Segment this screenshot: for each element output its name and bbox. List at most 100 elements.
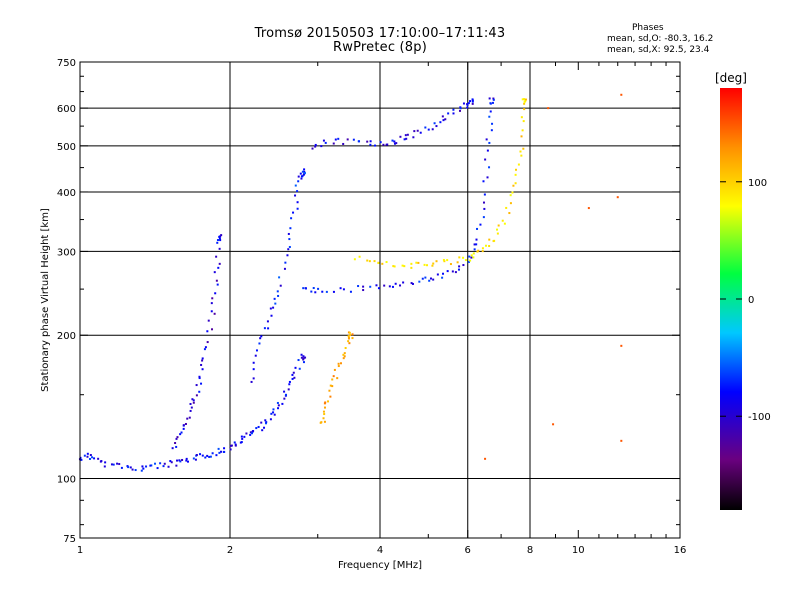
data-point — [485, 244, 488, 247]
data-point — [287, 248, 290, 251]
data-point — [399, 135, 402, 138]
data-point — [488, 166, 491, 169]
data-point — [402, 281, 405, 284]
data-point — [216, 239, 219, 242]
data-point — [207, 319, 210, 322]
data-point — [412, 136, 415, 139]
data-point — [181, 458, 184, 461]
y-tick-label: 100 — [57, 475, 76, 486]
data-point — [292, 211, 295, 214]
data-point — [479, 223, 482, 226]
data-point — [176, 459, 179, 462]
data-point — [127, 466, 130, 469]
data-point — [328, 389, 331, 392]
data-point — [377, 287, 380, 290]
data-point — [620, 93, 623, 96]
data-point — [393, 140, 396, 143]
data-point — [190, 406, 193, 409]
data-point — [457, 268, 460, 271]
data-point — [329, 384, 332, 387]
data-point — [454, 271, 457, 274]
data-point — [219, 239, 222, 242]
data-point — [488, 238, 491, 241]
data-point — [284, 261, 287, 264]
data-point — [218, 451, 221, 454]
data-point — [456, 261, 459, 264]
data-point — [439, 121, 442, 124]
data-point — [302, 361, 305, 364]
data-point — [250, 380, 253, 383]
data-point — [131, 468, 134, 471]
data-point — [296, 201, 299, 204]
x-tick-label: 8 — [527, 545, 533, 556]
data-point — [343, 355, 346, 358]
data-point — [481, 250, 484, 253]
data-point — [175, 437, 178, 440]
data-point — [254, 354, 257, 357]
data-point — [287, 232, 290, 235]
data-point — [337, 362, 340, 365]
data-point — [297, 359, 300, 362]
colorbar-label: [deg] — [715, 71, 747, 85]
data-point — [281, 402, 284, 405]
data-point — [311, 147, 314, 150]
data-point — [93, 457, 96, 460]
data-point — [249, 433, 252, 436]
data-point — [488, 245, 491, 248]
data-point — [467, 260, 470, 263]
data-point — [366, 259, 369, 262]
data-point — [503, 222, 506, 225]
data-point — [352, 138, 355, 141]
data-point — [296, 207, 299, 210]
data-point — [471, 102, 474, 105]
data-point — [491, 122, 494, 125]
data-point — [482, 201, 485, 204]
data-point — [466, 106, 469, 109]
data-point — [200, 382, 203, 385]
data-point — [97, 457, 100, 460]
data-point — [447, 112, 450, 115]
data-point — [492, 98, 495, 101]
axes-layer: 1 2 4 6 8 10 16 75 100 200 300 400 500 600 750 Frequenc… — [40, 58, 686, 571]
data-point — [185, 457, 188, 460]
data-point — [342, 353, 345, 356]
data-point — [89, 454, 92, 457]
data-point — [283, 397, 286, 400]
data-point — [462, 256, 465, 259]
data-point — [491, 101, 494, 104]
data-point — [451, 270, 454, 273]
data-point — [472, 256, 475, 259]
data-point — [475, 243, 478, 246]
phase-stats-x-mode: mean, sd,X: 92.5, 23.4 — [607, 45, 710, 55]
data-point — [103, 465, 106, 468]
data-point — [418, 280, 421, 283]
data-point — [302, 358, 305, 361]
data-point — [386, 143, 389, 146]
data-point — [347, 340, 350, 343]
data-point — [521, 98, 524, 101]
data-point — [452, 108, 455, 111]
data-point — [358, 140, 361, 143]
data-point — [395, 142, 398, 145]
data-point — [171, 447, 174, 450]
data-point — [285, 393, 288, 396]
data-point — [416, 129, 419, 132]
data-point — [218, 247, 221, 250]
data-point — [252, 377, 255, 380]
data-point — [302, 355, 305, 358]
data-point — [142, 467, 145, 470]
data-point — [489, 110, 492, 113]
data-point — [473, 248, 476, 251]
data-point — [220, 450, 223, 453]
data-point — [314, 291, 317, 294]
data-point — [273, 297, 276, 300]
y-tick-label: 200 — [57, 331, 76, 342]
x-tick-label: 2 — [227, 545, 233, 556]
data-point — [258, 342, 261, 345]
data-point — [218, 262, 221, 265]
data-point — [441, 276, 444, 279]
data-point — [441, 115, 444, 118]
data-point — [263, 426, 266, 429]
data-point — [431, 264, 434, 267]
data-point — [204, 456, 207, 459]
